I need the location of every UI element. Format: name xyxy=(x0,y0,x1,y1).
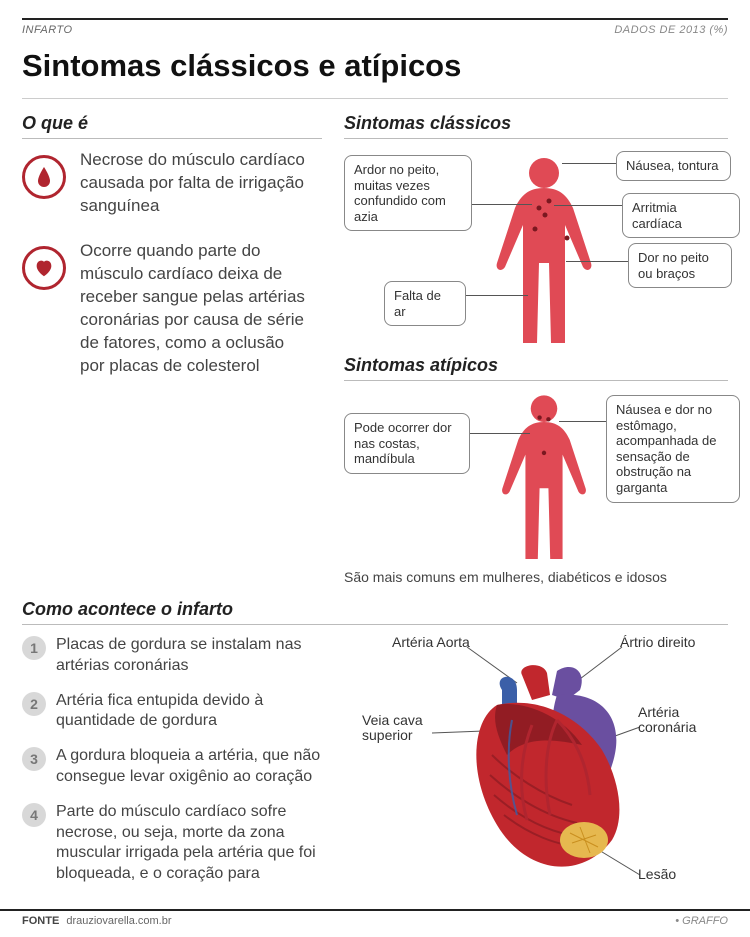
definition-text: Ocorre quando parte do músculo cardíaco … xyxy=(80,240,310,378)
footer: FONTE drauziovarella.com.br • GRAFFO xyxy=(0,909,750,927)
definition-text: Necrose do músculo cardíaco causada por … xyxy=(80,149,310,218)
step-text: Placas de gordura se instalam nas artéri… xyxy=(56,635,342,677)
symptom-callout: Náusea e dor no estômago, acompanhada de… xyxy=(606,395,740,503)
definition-item: Ocorre quando parte do músculo cardíaco … xyxy=(22,240,322,378)
symptom-callout: Pode ocorrer dor nas costas, mandíbula xyxy=(344,413,470,474)
step-text: Artéria fica entupida devido à quantidad… xyxy=(56,691,342,733)
heart-diagram: Artéria Aorta Ártrio direito Artéria coron… xyxy=(362,635,728,910)
step-item: 4 Parte do músculo cardíaco sofre necrose… xyxy=(22,802,342,885)
leader-line xyxy=(466,295,528,296)
heart-illustration-icon xyxy=(362,635,722,905)
heart-part-label: Veia cava superior xyxy=(362,713,452,744)
step-text: A gordura bloqueia a artéria, que não co… xyxy=(56,746,342,788)
fonte-label: FONTE xyxy=(22,915,59,927)
atypical-symptoms-diagram: Pode ocorrer dor nas costas, mandíbulaNá… xyxy=(344,391,728,563)
classic-symptoms-diagram: Ardor no peito, muitas vezes confundido … xyxy=(344,149,728,349)
credit: • GRAFFO xyxy=(675,915,728,927)
leader-line xyxy=(554,205,622,206)
symptom-callout: Arritmia cardíaca xyxy=(622,193,740,238)
step-number: 2 xyxy=(22,692,46,716)
what-heading: O que é xyxy=(22,113,322,139)
page-title: Sintomas clássicos e atípicos xyxy=(22,42,728,99)
symptom-callout: Ardor no peito, muitas vezes confundido … xyxy=(344,155,472,231)
blood-drop-icon xyxy=(22,155,66,199)
definition-item: Necrose do músculo cardíaco causada por … xyxy=(22,149,322,218)
header-row: INFARTO DADOS DE 2013 (%) xyxy=(22,22,728,42)
heart-part-label: Artéria Aorta xyxy=(392,635,470,650)
body-silhouette-icon xyxy=(479,153,609,343)
heart-part-label: Lesão xyxy=(638,867,676,882)
leader-line xyxy=(562,163,616,164)
meta-right: DADOS DE 2013 (%) xyxy=(614,24,728,36)
leader-line xyxy=(472,204,532,205)
step-item: 1 Placas de gordura se instalam nas artér… xyxy=(22,635,342,677)
heart-icon xyxy=(22,246,66,290)
steps-list: 1 Placas de gordura se instalam nas artér… xyxy=(22,635,342,910)
symptom-callout: Dor no peito ou braços xyxy=(628,243,732,288)
leader-line xyxy=(559,421,606,422)
classic-heading: Sintomas clássicos xyxy=(344,113,728,139)
symptom-callout: Náusea, tontura xyxy=(616,151,731,181)
leader-line xyxy=(566,261,628,262)
heart-part-label: Artéria coronária xyxy=(638,705,728,736)
step-item: 3 A gordura bloqueia a artéria, que não c… xyxy=(22,746,342,788)
body-silhouette-icon xyxy=(479,391,609,559)
how-heading: Como acontece o infarto xyxy=(22,599,728,625)
step-item: 2 Artéria fica entupida devido à quantida… xyxy=(22,691,342,733)
step-number: 1 xyxy=(22,636,46,660)
leader-line xyxy=(470,433,530,434)
step-text: Parte do músculo cardíaco sofre necrose,… xyxy=(56,802,342,885)
fonte-value: drauziovarella.com.br xyxy=(66,915,171,927)
atypical-note: São mais comuns em mulheres, diabéticos … xyxy=(344,569,728,585)
atypical-heading: Sintomas atípicos xyxy=(344,355,728,381)
step-number: 3 xyxy=(22,747,46,771)
kicker: INFARTO xyxy=(22,24,73,36)
symptom-callout: Falta de ar xyxy=(384,281,466,326)
heart-part-label: Ártrio direito xyxy=(620,635,695,650)
step-number: 4 xyxy=(22,803,46,827)
